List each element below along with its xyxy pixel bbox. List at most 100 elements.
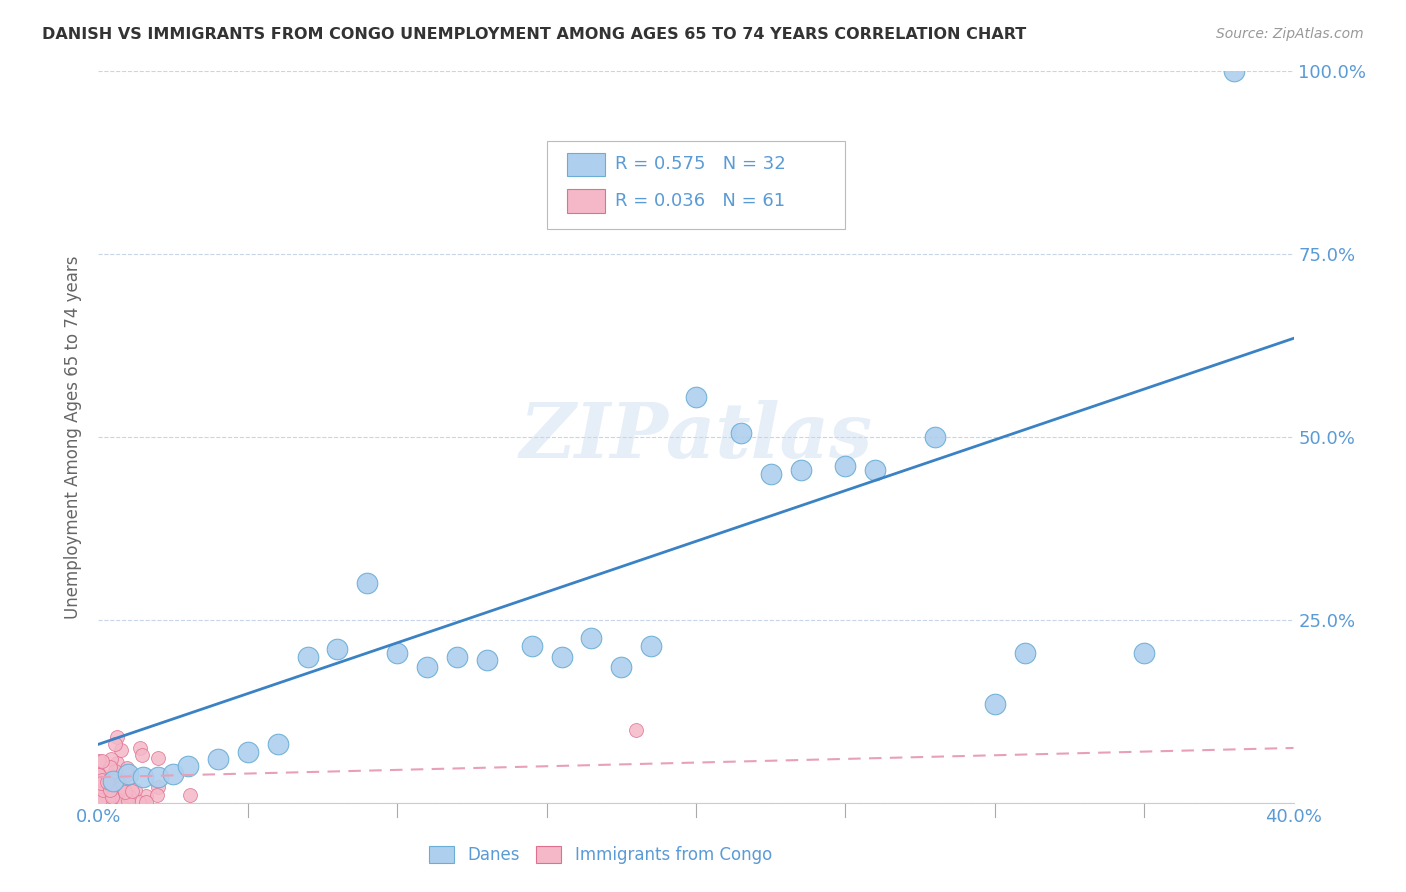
Point [162, 766, 184, 780]
Point [475, 653, 498, 667]
Point [103, 774, 125, 789]
Point [179, 788, 201, 802]
Point [520, 639, 543, 653]
Point [115, 789, 138, 803]
Point [236, 745, 259, 759]
Point [96, 774, 118, 789]
Point [148, 750, 170, 764]
Point [685, 390, 707, 404]
Point [87, 768, 110, 782]
Point [984, 697, 1007, 711]
Point [98, 777, 121, 791]
Point [101, 789, 124, 803]
FancyBboxPatch shape [567, 189, 605, 212]
Point [121, 783, 143, 797]
Point [90, 776, 112, 790]
Point [107, 756, 129, 770]
Point [730, 426, 752, 441]
Text: R = 0.036   N = 61: R = 0.036 N = 61 [614, 192, 785, 210]
Point [148, 780, 170, 795]
Point [94, 788, 117, 802]
Point [626, 723, 648, 737]
Legend: Danes, Immigrants from Congo: Danes, Immigrants from Congo [429, 846, 772, 864]
Point [124, 783, 146, 797]
Point [87, 772, 110, 787]
Point [110, 742, 132, 756]
Point [114, 785, 136, 799]
Point [297, 649, 319, 664]
Point [117, 766, 139, 780]
Point [267, 737, 290, 751]
Point [103, 773, 125, 788]
Point [177, 759, 200, 773]
Point [128, 795, 150, 809]
Point [105, 781, 128, 796]
Point [104, 766, 127, 780]
Point [135, 796, 157, 810]
Text: Source: ZipAtlas.com: Source: ZipAtlas.com [1216, 27, 1364, 41]
Point [90, 769, 112, 783]
Point [924, 430, 946, 444]
Point [89, 783, 111, 797]
Point [385, 646, 409, 660]
Point [107, 790, 129, 805]
Point [87, 794, 110, 808]
Point [89, 793, 111, 807]
Point [98, 772, 121, 787]
Text: DANISH VS IMMIGRANTS FROM CONGO UNEMPLOYMENT AMONG AGES 65 TO 74 YEARS CORRELATI: DANISH VS IMMIGRANTS FROM CONGO UNEMPLOY… [42, 27, 1026, 42]
Point [117, 794, 139, 808]
Point [148, 770, 170, 784]
Point [100, 751, 122, 765]
Point [207, 752, 229, 766]
Text: ZIPatlas: ZIPatlas [519, 401, 873, 474]
Point [865, 463, 887, 477]
Point [91, 792, 114, 806]
Point [90, 754, 112, 768]
Text: R = 0.575   N = 32: R = 0.575 N = 32 [614, 155, 786, 173]
Point [550, 649, 572, 664]
Point [110, 780, 132, 794]
Point [104, 764, 127, 778]
Point [1133, 646, 1156, 660]
Point [101, 790, 124, 805]
Point [416, 660, 439, 674]
Point [110, 790, 132, 805]
Point [129, 741, 152, 756]
Point [117, 767, 139, 781]
Point [107, 776, 129, 790]
Point [98, 760, 121, 774]
Point [91, 782, 114, 797]
Point [89, 754, 111, 768]
Point [112, 777, 135, 791]
Point [100, 778, 122, 792]
Point [640, 639, 662, 653]
FancyBboxPatch shape [567, 153, 605, 176]
FancyBboxPatch shape [547, 141, 845, 228]
Point [117, 761, 139, 775]
Point [356, 576, 378, 591]
Point [131, 747, 153, 762]
Point [132, 770, 155, 784]
Point [759, 467, 782, 481]
Y-axis label: Unemployment Among Ages 65 to 74 years: Unemployment Among Ages 65 to 74 years [63, 255, 82, 619]
Point [97, 783, 120, 797]
Point [91, 773, 114, 788]
Point [111, 792, 134, 806]
Point [1223, 64, 1246, 78]
Point [100, 782, 122, 797]
Point [104, 737, 127, 751]
Point [111, 791, 134, 805]
Point [107, 730, 129, 744]
Point [1014, 646, 1036, 660]
Point [145, 788, 167, 802]
Point [834, 459, 856, 474]
Point [118, 789, 141, 804]
Point [135, 789, 157, 803]
Point [326, 642, 349, 657]
Point [581, 632, 603, 646]
Point [789, 463, 811, 477]
Point [112, 783, 135, 797]
Point [94, 780, 117, 795]
Point [610, 660, 633, 674]
Point [93, 774, 115, 789]
